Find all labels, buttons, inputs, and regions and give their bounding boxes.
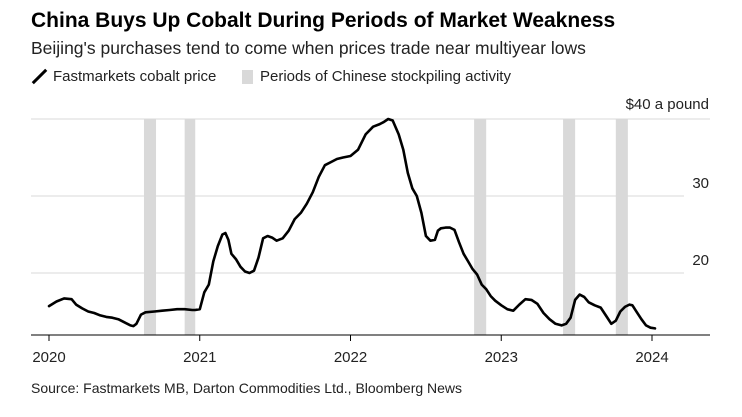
chart-title: China Buys Up Cobalt During Periods of M… [31, 9, 616, 32]
shaded-periods [143, 119, 628, 335]
x-tick-label-2024: 2024 [635, 349, 668, 366]
gridlines [31, 118, 710, 274]
x-axis: 2020 2021 2022 2023 2024 [31, 334, 710, 366]
series-line-cobalt-price [47, 117, 657, 330]
legend-item-price: Fastmarkets cobalt price [31, 68, 216, 85]
y-tick-label-20: 20 [692, 252, 709, 269]
x-tick-label-2023: 2023 [485, 349, 518, 366]
stockpiling-period-2 [184, 119, 196, 335]
stockpiling-period-4 [563, 119, 576, 335]
source-note: Source: Fastmarkets MB, Darton Commoditi… [31, 380, 463, 396]
x-tick-label-2021: 2021 [183, 349, 216, 366]
series-layer [47, 117, 657, 330]
stockpiling-period-1 [143, 119, 157, 335]
y-tick-label-30: 30 [692, 175, 709, 192]
x-tick-label-2022: 2022 [334, 349, 367, 366]
legend-label-price: Fastmarkets cobalt price [53, 68, 217, 85]
legend-item-stockpiling: Periods of Chinese stockpiling activity [242, 68, 511, 85]
x-tick-label-2020: 2020 [32, 349, 65, 366]
chart-subtitle: Beijing's purchases tend to come when pr… [31, 38, 586, 58]
y-tick-label-40: $40 a pound [626, 96, 709, 113]
shade-swatch-icon [242, 69, 253, 84]
stockpiling-period-5 [615, 119, 628, 335]
y-axis-labels: 20 30 $40 a pound [626, 96, 709, 269]
legend-label-stockpiling: Periods of Chinese stockpiling activity [260, 68, 511, 85]
stockpiling-period-3 [474, 119, 487, 335]
